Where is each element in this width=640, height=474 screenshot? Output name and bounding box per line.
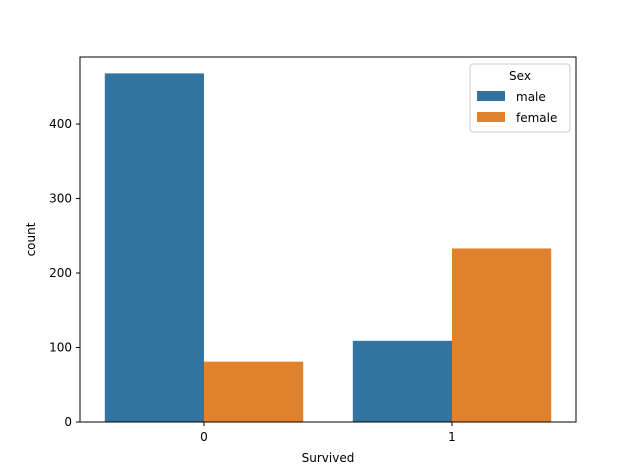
legend-label-male: male [516, 90, 546, 104]
legend-swatch-male [477, 91, 505, 101]
y-axis: 0 100 200 300 400 [49, 117, 80, 429]
y-tick-label-100: 100 [49, 341, 72, 355]
bar-male-0 [104, 73, 204, 422]
y-tick-label-0: 0 [64, 415, 72, 429]
y-tick-label-200: 200 [49, 266, 72, 280]
y-tick-label-400: 400 [49, 117, 72, 131]
legend: Sex male female [469, 63, 571, 133]
x-tick-label-1: 1 [448, 430, 456, 444]
plot-area-frame [79, 56, 577, 423]
y-tick-label-300: 300 [49, 192, 72, 206]
x-tick-label-0: 0 [200, 430, 208, 444]
bar-female-0 [204, 361, 304, 422]
bars-group [104, 73, 552, 422]
legend-title: Sex [509, 69, 531, 83]
legend-label-female: female [516, 111, 557, 125]
bar-female-1 [452, 248, 552, 422]
legend-swatch-female [477, 112, 505, 122]
y-axis-label: count [24, 222, 38, 256]
bar-male-1 [352, 340, 452, 422]
x-axis-label: Survived [302, 451, 355, 465]
